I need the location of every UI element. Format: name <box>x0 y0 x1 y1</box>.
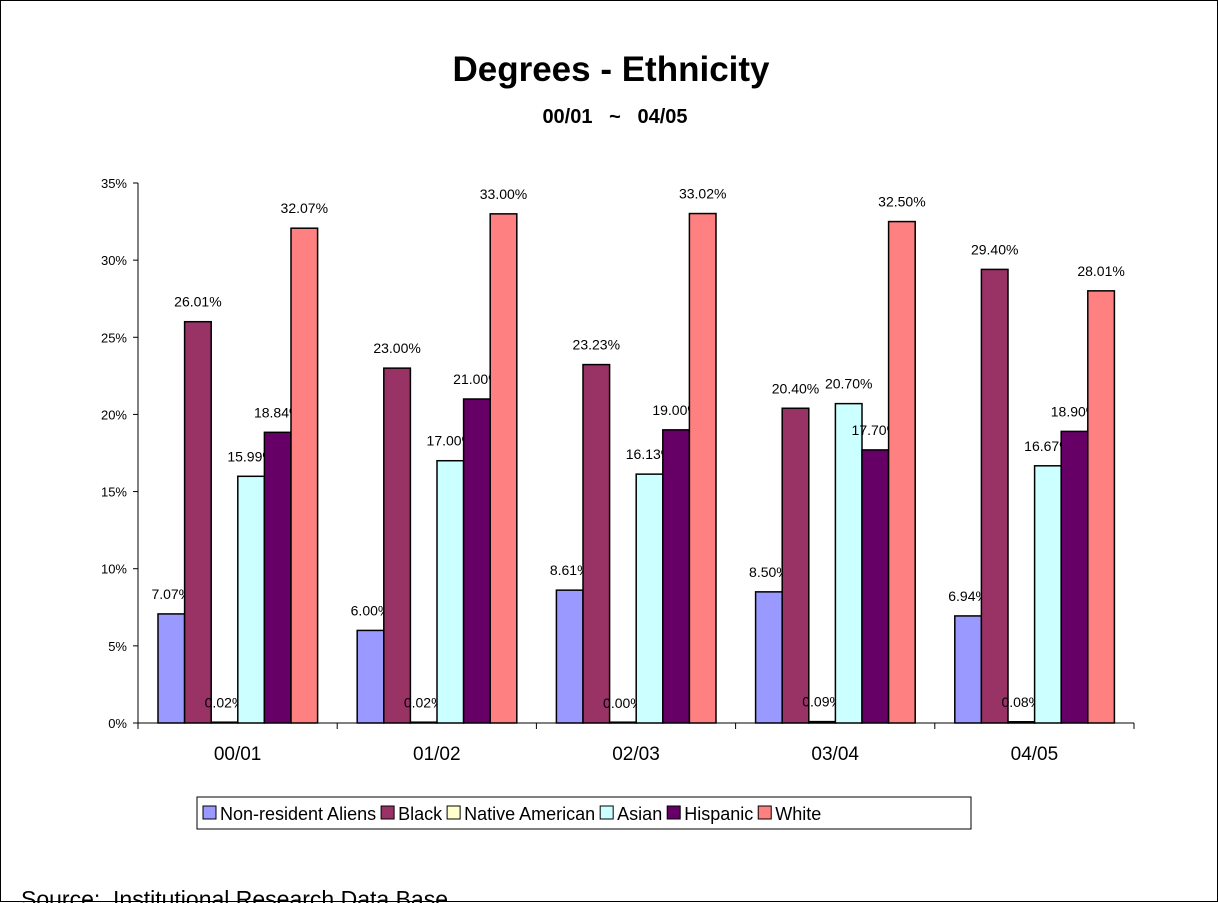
bar <box>754 591 783 724</box>
bar <box>157 613 186 724</box>
bar <box>462 398 491 724</box>
y-tick-label: 10% <box>101 562 127 577</box>
legend-swatch <box>666 805 681 820</box>
legend-label: White <box>775 804 821 824</box>
data-label: 17.00% <box>427 433 474 449</box>
y-tick-label: 0% <box>108 716 127 731</box>
data-label: 33.02% <box>679 186 726 202</box>
data-label: 20.70% <box>825 376 872 392</box>
data-label: 6.94% <box>948 588 988 604</box>
data-label: 18.90% <box>1051 403 1098 419</box>
bar <box>608 721 637 724</box>
legend-label: Hispanic <box>684 804 753 824</box>
x-tick-label: 02/03 <box>612 744 660 765</box>
bar <box>1087 290 1116 724</box>
data-label: 21.00% <box>453 371 500 387</box>
data-label: 0.09% <box>802 694 842 710</box>
y-tick-label: 35% <box>101 176 127 191</box>
x-tick-label: 04/05 <box>1011 744 1059 765</box>
plot-area: 0% 5% 10% 15% 20% 25% 30% 35% 00/01 01/02 02/03 03/… <box>101 176 1135 765</box>
data-label: 0.08% <box>1001 694 1041 710</box>
data-label: 32.50% <box>878 194 925 210</box>
y-tick-label: 25% <box>101 330 127 345</box>
legend-box <box>196 796 972 830</box>
bar <box>887 220 916 724</box>
data-label: 32.07% <box>281 200 328 216</box>
legend-swatch <box>446 805 461 820</box>
legend: Non-resident Aliens Black Native American A… <box>196 796 972 830</box>
bar <box>290 227 319 724</box>
bar <box>183 320 212 724</box>
bar <box>688 212 717 724</box>
data-label: 16.67% <box>1024 438 1071 454</box>
bar <box>1060 430 1089 724</box>
data-label: 20.40% <box>772 380 819 396</box>
data-label: 33.00% <box>480 186 527 202</box>
x-tick-label: 03/04 <box>811 744 859 765</box>
bar <box>781 407 810 724</box>
data-label: 23.00% <box>373 340 420 356</box>
x-tick-label: 00/01 <box>214 744 262 765</box>
bar <box>555 589 584 724</box>
bar <box>834 402 863 724</box>
data-label: 19.00% <box>652 402 699 418</box>
y-tick-label: 5% <box>108 639 127 654</box>
bar <box>582 363 611 724</box>
data-label: 16.13% <box>626 446 673 462</box>
legend-swatch <box>380 805 395 820</box>
data-label: 0.00% <box>603 695 643 711</box>
y-tick-label: 20% <box>101 407 127 422</box>
data-label: 29.40% <box>971 241 1018 257</box>
bar <box>263 431 292 724</box>
data-label: 18.84% <box>254 404 301 420</box>
x-tick-label: 01/02 <box>413 744 461 765</box>
bar <box>861 449 890 724</box>
source-note: Source: Institutional Research Data Base <box>21 886 448 903</box>
legend-label: Non-resident Aliens <box>220 804 376 824</box>
y-tick-label: 15% <box>101 485 127 500</box>
legend-label: Asian <box>617 804 662 824</box>
data-label: 7.07% <box>151 586 191 602</box>
bar <box>436 459 465 724</box>
bar <box>808 720 837 724</box>
chart-title: Degrees - Ethnicity <box>452 50 770 89</box>
data-label: 6.00% <box>351 602 391 618</box>
bar <box>635 473 664 724</box>
legend-swatch <box>757 805 772 820</box>
legend-swatch <box>202 805 217 820</box>
bar <box>210 721 239 724</box>
data-label: 0.02% <box>404 695 444 711</box>
data-label: 26.01% <box>174 294 221 310</box>
data-label: 0.02% <box>205 695 245 711</box>
legend-label: Black <box>398 804 443 824</box>
bar <box>356 629 385 724</box>
bar <box>954 615 983 724</box>
bar <box>980 268 1009 724</box>
bar <box>1033 465 1062 724</box>
data-label: 8.50% <box>749 564 789 580</box>
data-label: 28.01% <box>1077 263 1124 279</box>
bar <box>237 475 266 724</box>
y-tick-label: 30% <box>101 253 127 268</box>
bar <box>383 367 412 724</box>
legend-swatch <box>599 805 614 820</box>
bar <box>489 213 518 724</box>
chart-subtitle: 00/01 ~ 04/05 <box>542 106 687 128</box>
data-label: 23.23% <box>573 337 620 353</box>
data-label: 17.70% <box>852 422 899 438</box>
bar <box>1007 721 1036 724</box>
data-label: 8.61% <box>550 562 590 578</box>
data-label: 15.99% <box>227 448 274 464</box>
bar <box>409 721 438 724</box>
legend-label: Native American <box>464 804 595 824</box>
bar <box>662 429 691 724</box>
